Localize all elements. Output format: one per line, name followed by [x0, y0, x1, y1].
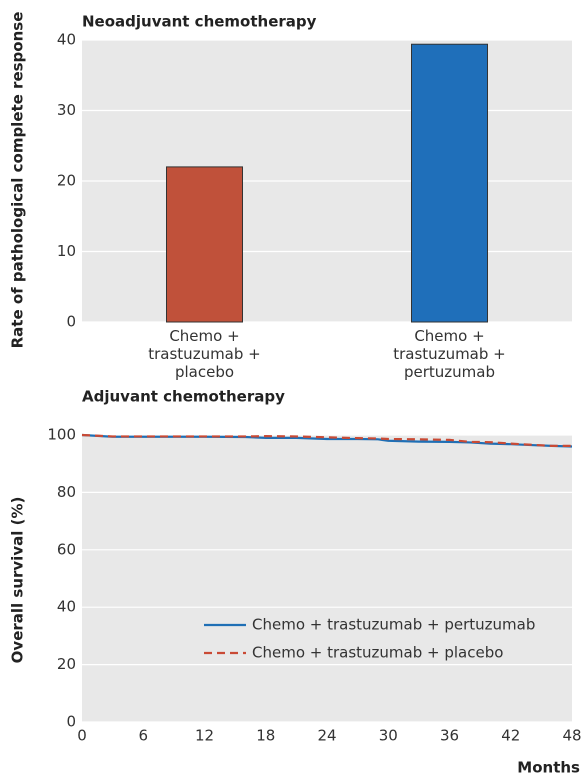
x-tick-label: 0: [77, 727, 87, 745]
x-tick-label: 42: [501, 727, 520, 745]
chart-title: Neoadjuvant chemotherapy: [82, 13, 317, 31]
y-tick-label: 40: [57, 598, 76, 616]
legend-label: Chemo + trastuzumab + placebo: [252, 644, 503, 662]
x-tick-label: 12: [195, 727, 214, 745]
y-tick-label: 10: [57, 242, 76, 260]
y-tick-label: 30: [57, 101, 76, 119]
y-tick-label: 0: [66, 313, 76, 331]
x-tick-label: 6: [138, 727, 148, 745]
y-axis-label: Rate of pathological complete response: [9, 12, 27, 349]
x-tick-label: 36: [440, 727, 459, 745]
bar: [166, 166, 243, 323]
legend-label: Chemo + trastuzumab + pertuzumab: [252, 616, 535, 634]
plot-background: [82, 435, 572, 722]
x-tick-label: 30: [379, 727, 398, 745]
bar: [411, 43, 488, 323]
x-tick-label: 18: [256, 727, 275, 745]
x-tick-label: Chemo + trastuzumab + pertuzumab: [393, 327, 506, 381]
y-tick-label: 80: [57, 483, 76, 501]
x-tick-label: 48: [562, 727, 581, 745]
x-tick-label: Chemo + trastuzumab + placebo: [148, 327, 261, 381]
x-tick-label: 24: [317, 727, 336, 745]
line: [81, 433, 572, 448]
y-tick-label: 20: [57, 172, 76, 190]
y-tick-label: 0: [66, 713, 76, 731]
y-tick-label: 60: [57, 540, 76, 558]
y-tick-label: 40: [57, 31, 76, 49]
y-tick-label: 20: [57, 655, 76, 673]
y-axis-label: Overall survival (%): [9, 497, 27, 664]
x-axis-label: Months: [517, 759, 580, 777]
y-tick-label: 100: [47, 426, 76, 444]
chart-title: Adjuvant chemotherapy: [82, 388, 285, 406]
